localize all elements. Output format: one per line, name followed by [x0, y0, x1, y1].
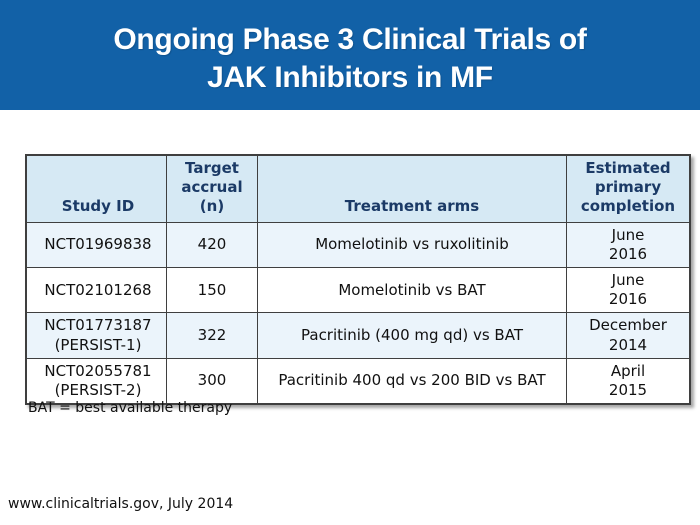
- cell-estimated-completion: April 2015: [566, 357, 691, 405]
- cell-target-accrual: 420: [166, 221, 258, 268]
- cell-study-id: NCT02101268: [25, 266, 167, 314]
- cell-treatment-arms: Momelotinib vs BAT: [257, 266, 567, 314]
- table-header-row: Study ID Target accrual (n) Treatment ar…: [25, 154, 691, 223]
- column-header-treatment-arms: Treatment arms: [257, 154, 567, 223]
- column-header-target-accrual: Target accrual (n): [166, 154, 258, 223]
- cell-study-id: NCT02055781 (PERSIST-2): [25, 357, 167, 405]
- cell-target-accrual: 150: [166, 266, 258, 314]
- cell-treatment-arms: Pacritinib (400 mg qd) vs BAT: [257, 312, 567, 359]
- cell-estimated-completion: December 2014: [566, 312, 691, 359]
- cell-treatment-arms: Momelotinib vs ruxolitinib: [257, 221, 567, 268]
- column-header-study-id: Study ID: [25, 154, 167, 223]
- title-band: Ongoing Phase 3 Clinical Trials of JAK I…: [0, 0, 700, 110]
- table-row: NCT01773187 (PERSIST-1) 322 Pacritinib (…: [25, 312, 691, 359]
- footnote-bat-definition: BAT = best available therapy: [28, 400, 233, 416]
- clinical-trials-table: Study ID Target accrual (n) Treatment ar…: [25, 154, 691, 406]
- table-row: NCT01969838 420 Momelotinib vs ruxolitin…: [25, 221, 691, 268]
- cell-target-accrual: 300: [166, 357, 258, 405]
- table-header: Study ID Target accrual (n) Treatment ar…: [25, 154, 691, 223]
- source-citation: www.clinicaltrials.gov, July 2014: [8, 496, 234, 512]
- table-row: NCT02101268 150 Momelotinib vs BAT June …: [25, 266, 691, 314]
- column-header-estimated-primary-completion: Estimated primary completion: [566, 154, 691, 223]
- page-title: Ongoing Phase 3 Clinical Trials of JAK I…: [113, 13, 587, 97]
- cell-treatment-arms: Pacritinib 400 qd vs 200 BID vs BAT: [257, 357, 567, 405]
- table-body: NCT01969838 420 Momelotinib vs ruxolitin…: [25, 221, 691, 405]
- title-line-1: Ongoing Phase 3 Clinical Trials of: [113, 23, 587, 56]
- cell-estimated-completion: June 2016: [566, 266, 691, 314]
- cell-study-id: NCT01969838: [25, 221, 167, 268]
- title-line-2: JAK Inhibitors in MF: [207, 61, 493, 94]
- cell-study-id: NCT01773187 (PERSIST-1): [25, 312, 167, 359]
- table-row: NCT02055781 (PERSIST-2) 300 Pacritinib 4…: [25, 357, 691, 405]
- cell-target-accrual: 322: [166, 312, 258, 359]
- cell-estimated-completion: June 2016: [566, 221, 691, 268]
